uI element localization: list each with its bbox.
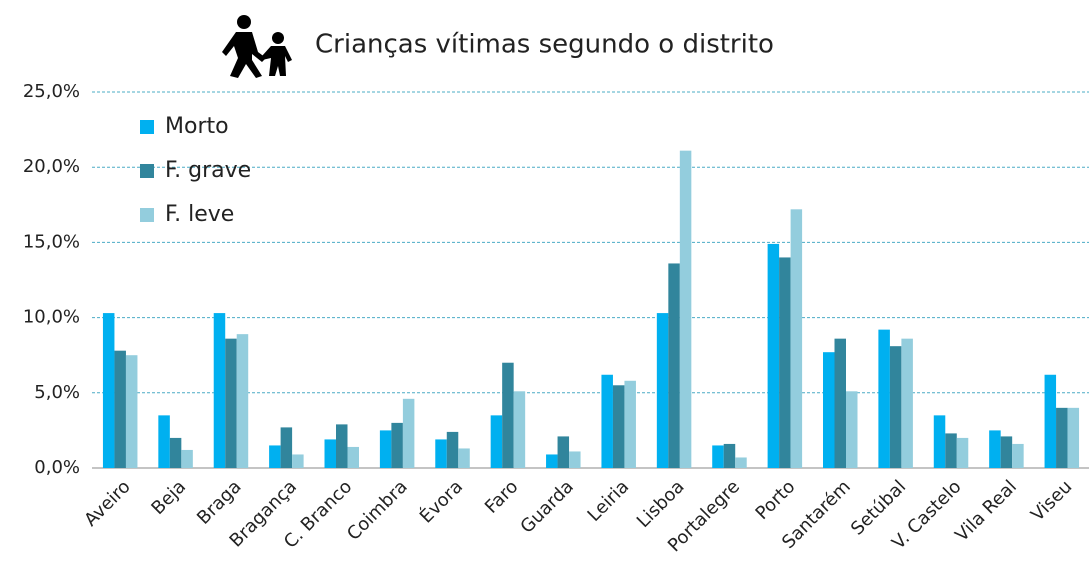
bar bbox=[956, 437, 969, 468]
y-tick-label: 0,0% bbox=[34, 457, 80, 478]
x-tick-label: Lisboa bbox=[633, 476, 689, 532]
x-tick-label: Faro bbox=[481, 476, 523, 518]
bar bbox=[336, 424, 348, 468]
bar bbox=[292, 454, 304, 468]
bar bbox=[878, 329, 890, 468]
x-tick-label: Guarda bbox=[516, 476, 577, 537]
bar bbox=[790, 209, 803, 468]
bar bbox=[490, 415, 503, 468]
bar bbox=[236, 334, 249, 468]
x-tick-label: Aveiro bbox=[80, 476, 134, 530]
bar bbox=[656, 313, 669, 468]
bar bbox=[1067, 407, 1080, 468]
bar bbox=[446, 431, 459, 468]
legend-swatch bbox=[140, 120, 154, 134]
bar bbox=[569, 451, 581, 468]
y-tick-label: 5,0% bbox=[34, 382, 80, 403]
bar bbox=[546, 454, 558, 468]
bar bbox=[513, 391, 526, 468]
bar bbox=[901, 338, 913, 468]
x-tick-label: Porto bbox=[752, 476, 800, 524]
bar bbox=[679, 150, 692, 468]
bar bbox=[834, 338, 846, 468]
y-tick-label: 25,0% bbox=[23, 81, 80, 102]
bar bbox=[612, 385, 625, 468]
bar bbox=[712, 445, 724, 468]
bar bbox=[280, 427, 293, 468]
bar bbox=[225, 338, 237, 468]
legend-swatch bbox=[140, 208, 154, 222]
bar bbox=[779, 257, 791, 468]
chart-title: Crianças vítimas segundo o distrito bbox=[315, 30, 774, 60]
y-tick-label: 10,0% bbox=[23, 307, 80, 328]
bar bbox=[158, 415, 170, 468]
bar bbox=[601, 374, 613, 468]
bar bbox=[435, 439, 447, 468]
bar bbox=[213, 313, 226, 468]
bar bbox=[269, 445, 281, 468]
bar bbox=[723, 443, 736, 468]
bar bbox=[933, 415, 946, 468]
bar bbox=[379, 430, 392, 468]
bar bbox=[169, 437, 182, 468]
bar bbox=[1000, 436, 1013, 468]
bar bbox=[1012, 443, 1024, 468]
bar bbox=[668, 263, 680, 468]
bar bbox=[347, 446, 359, 468]
x-tick-label: Vila Real bbox=[951, 476, 1021, 546]
bar bbox=[402, 398, 415, 468]
bar bbox=[1044, 374, 1057, 468]
bar bbox=[502, 362, 514, 468]
x-tick-label: Leiria bbox=[584, 476, 634, 526]
bar bbox=[324, 439, 336, 468]
legend-label: Morto bbox=[165, 114, 229, 139]
x-tick-label: Viseu bbox=[1027, 476, 1076, 525]
bar bbox=[767, 243, 780, 468]
bar bbox=[391, 422, 403, 468]
bar bbox=[889, 346, 902, 468]
y-tick-label: 15,0% bbox=[23, 231, 80, 252]
children-icon bbox=[222, 15, 292, 78]
legend-label: F. grave bbox=[165, 158, 251, 183]
bar bbox=[989, 430, 1001, 468]
bar bbox=[125, 355, 138, 468]
legend-label: F. leve bbox=[165, 202, 234, 227]
bar bbox=[102, 313, 115, 468]
bar bbox=[945, 433, 957, 468]
bar bbox=[735, 457, 747, 468]
x-tick-label: Coimbra bbox=[343, 476, 412, 545]
bar bbox=[458, 448, 470, 468]
bar bbox=[557, 436, 570, 468]
bar bbox=[624, 380, 636, 468]
x-tick-label: Évora bbox=[415, 476, 467, 528]
bar bbox=[823, 352, 835, 468]
bar bbox=[181, 449, 193, 468]
x-tick-label: Beja bbox=[147, 476, 190, 519]
y-tick-label: 20,0% bbox=[23, 156, 80, 177]
legend-swatch bbox=[140, 164, 154, 178]
x-tick-label: Braga bbox=[193, 476, 246, 529]
bar bbox=[114, 350, 126, 468]
bar bbox=[846, 391, 858, 468]
bar bbox=[1056, 407, 1068, 468]
